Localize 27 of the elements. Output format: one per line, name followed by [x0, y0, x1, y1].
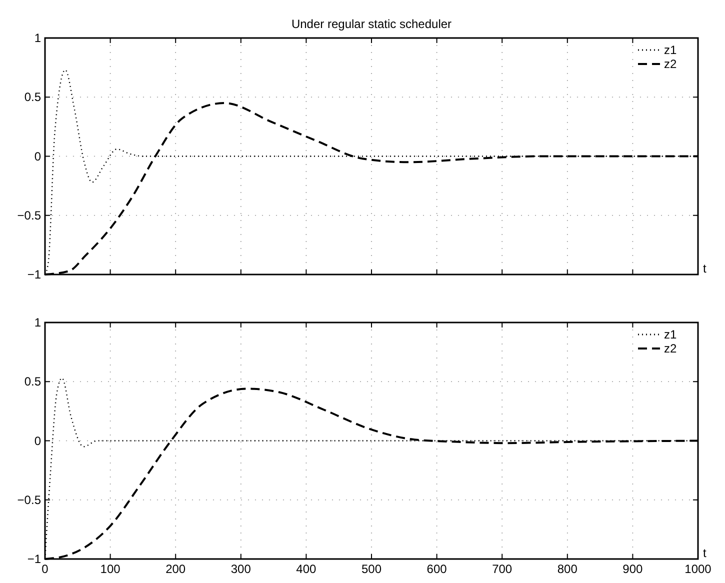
y-tick-label: 0.5 [24, 374, 42, 389]
chart-title: Under regular static scheduler [291, 17, 452, 31]
x-tick-label: 900 [622, 562, 644, 576]
y-tick-label: −0.5 [17, 492, 42, 507]
legend-label: z1 [664, 328, 677, 342]
y-tick-label: 0 [34, 149, 42, 164]
x-tick-label: 600 [426, 562, 448, 576]
y-tick-label: 1 [34, 316, 42, 330]
x-tick-label: 1000 [684, 562, 712, 576]
legend-label: z2 [664, 57, 677, 71]
x-tick-label: 500 [361, 562, 382, 576]
y-tick-label: 1 [34, 31, 42, 45]
y-tick-label: 0 [34, 434, 42, 448]
x-tick-label: 800 [557, 562, 578, 576]
x-tick-label: 300 [230, 562, 252, 576]
legend-label: z1 [664, 43, 677, 57]
x-tick-label: 700 [492, 562, 512, 576]
y-tick-label: −1 [27, 552, 42, 566]
x-axis-title: t [703, 546, 707, 560]
x-axis-title: t [703, 262, 707, 276]
x-tick-label: 100 [100, 562, 121, 576]
x-tick-label: 400 [296, 562, 317, 576]
y-tick-label: −1 [27, 268, 42, 282]
y-tick-label: 0.5 [24, 90, 42, 104]
legend-label: z2 [664, 342, 677, 356]
y-tick-label: −0.5 [17, 208, 42, 222]
x-tick-label: 200 [166, 562, 186, 576]
